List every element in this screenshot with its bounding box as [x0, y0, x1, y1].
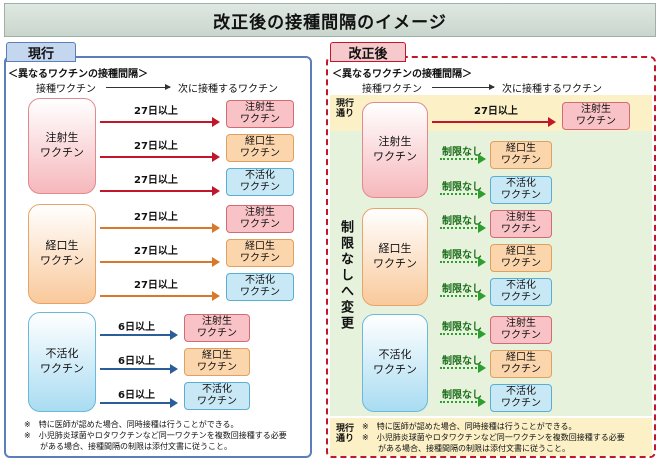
no-limit-label: 制限なし — [442, 216, 482, 227]
right-target-oral: 経口生 ワクチン — [490, 141, 552, 169]
no-limit-label: 制限なし — [442, 182, 482, 193]
left-source-oral: 経口生 ワクチン — [28, 204, 96, 304]
left-notes: ※ 特に医師が認めた場合、同時接種は行うことができる。 ※ 小児肺炎球菌やロタワ… — [24, 420, 310, 452]
no-limit-label: 制限なし — [442, 284, 482, 295]
left-arrow-injection — [100, 117, 220, 127]
note-line: ※ 特に医師が認めた場合、同時接種は行うことができる。 — [362, 422, 577, 431]
right-header-arrow — [432, 84, 495, 90]
no-limit-arrow — [440, 291, 486, 301]
no-limit-label: 制限なし — [442, 322, 482, 333]
left-source-inactivated: 不活化 ワクチン — [28, 312, 96, 412]
no-limit-arrow — [440, 223, 486, 233]
left-interval-label: 27日以上 — [134, 141, 178, 152]
left-header-arrow — [106, 84, 171, 90]
left-target-inactivated: 不活化 ワクチン — [184, 382, 250, 410]
note-line: がある場合、接種間隔の制限は添付文書に従うこと。 — [24, 441, 232, 451]
left-target-injection: 注射生 ワクチン — [226, 100, 294, 128]
right-target-oral: 経口生 ワクチン — [490, 350, 552, 378]
current-rule-label: 現行 通り — [335, 99, 354, 120]
left-arrow-oral — [100, 257, 220, 267]
right-to-label: 次に接種するワクチン — [502, 84, 602, 95]
right-target-injection: 注射生 ワクチン — [490, 210, 552, 238]
left-target-inactivated: 不活化 ワクチン — [226, 168, 294, 196]
left-arrow-inactivated — [100, 330, 178, 340]
right-target-inactivated: 不活化 ワクチン — [490, 278, 552, 306]
left-interval-label: 6日以上 — [118, 390, 155, 401]
revised-tab: 改正後 — [330, 42, 406, 62]
right-notes: ※ 特に医師が認めた場合、同時接種は行うことができる。 ※ 小児肺炎球菌やロタワ… — [362, 422, 652, 454]
left-section-heading: ＜異なるワクチンの接種間隔＞ — [8, 69, 148, 80]
left-arrow-injection — [100, 186, 220, 196]
left-arrow-oral — [100, 223, 220, 233]
no-limit-label: 制限なし — [442, 390, 482, 401]
left-interval-label: 27日以上 — [134, 106, 178, 117]
right-target-inactivated: 不活化 ワクチン — [490, 384, 552, 412]
left-interval-label: 27日以上 — [134, 212, 178, 223]
right-target-oral: 経口生 ワクチン — [490, 244, 552, 272]
right-source-oral: 経口生 ワクチン — [362, 208, 428, 306]
note-line: ※ 小児肺炎球菌やロタワクチンなど同一ワクチンを複数回接種する必要 — [24, 430, 287, 440]
left-target-oral: 経口生 ワクチン — [226, 239, 294, 267]
left-target-inactivated: 不活化 ワクチン — [226, 273, 294, 301]
note-line: ※ 小児肺炎球菌やロタワクチンなど同一ワクチンを複数回接種する必要 — [362, 432, 625, 442]
no-limit-label: 制限なし — [442, 147, 482, 158]
revised-panel — [326, 56, 656, 458]
current-tab: 現行 — [6, 42, 76, 62]
changed-to-no-limit-label: 制限なしへ変更 — [338, 220, 353, 332]
right-interval-label: 27日以上 — [474, 106, 518, 117]
left-interval-label: 27日以上 — [134, 246, 178, 257]
no-limit-label: 制限なし — [442, 356, 482, 367]
right-target-injection: 注射生 ワクチン — [562, 102, 630, 130]
left-source-inactivated-label: 不活化 ワクチン — [40, 347, 84, 375]
left-arrow-injection — [100, 152, 220, 162]
right-section-heading: ＜異なるワクチンの接種間隔＞ — [332, 69, 472, 80]
left-target-oral: 経口生 ワクチン — [184, 348, 250, 376]
left-interval-label: 6日以上 — [118, 356, 155, 367]
current-rule-notes-bg — [330, 418, 652, 456]
left-from-label: 接種ワクチン — [36, 84, 96, 95]
right-target-injection: 注射生 ワクチン — [490, 316, 552, 344]
no-limit-arrow — [440, 189, 486, 199]
left-target-oral: 経口生 ワクチン — [226, 134, 294, 162]
right-from-label: 接種ワクチン — [362, 84, 422, 95]
left-source-injection-label: 注射生 ワクチン — [40, 131, 84, 159]
page-title: 改正後の接種間隔のイメージ — [213, 12, 447, 33]
left-to-label: 次に接種するワクチン — [178, 84, 278, 95]
current-rule-label-notes: 現行 通り — [335, 424, 354, 445]
no-limit-arrow — [440, 329, 486, 339]
left-arrow-inactivated — [100, 398, 178, 408]
left-interval-label: 27日以上 — [134, 280, 178, 291]
no-limit-arrow — [440, 397, 486, 407]
right-source-inactivated: 不活化 ワクチン — [362, 314, 428, 412]
left-interval-label: 27日以上 — [134, 175, 178, 186]
no-limit-label: 制限なし — [442, 250, 482, 261]
left-target-injection: 注射生 ワクチン — [184, 314, 250, 342]
left-source-oral-label: 経口生 ワクチン — [40, 239, 84, 267]
left-arrow-inactivated — [100, 364, 178, 374]
right-source-injection-label: 注射生 ワクチン — [373, 135, 417, 163]
note-line: ※ 特に医師が認めた場合、同時接種は行うことができる。 — [24, 420, 239, 429]
title-bar: 改正後の接種間隔のイメージ — [4, 3, 656, 37]
right-source-injection: 注射生 ワクチン — [362, 102, 428, 198]
left-interval-label: 6日以上 — [118, 322, 155, 333]
left-arrow-oral — [100, 291, 220, 301]
left-target-injection: 注射生 ワクチン — [226, 205, 294, 233]
right-arrow-injection — [432, 117, 556, 127]
current-panel — [4, 56, 312, 458]
left-source-injection: 注射生 ワクチン — [28, 98, 96, 194]
no-limit-arrow — [440, 257, 486, 267]
note-line: がある場合、接種間隔の制限は添付文書に従うこと。 — [362, 443, 570, 453]
no-limit-arrow — [440, 363, 486, 373]
right-target-inactivated: 不活化 ワクチン — [490, 176, 552, 204]
right-source-oral-label: 経口生 ワクチン — [373, 242, 417, 270]
no-limit-arrow — [440, 154, 486, 164]
right-source-inactivated-label: 不活化 ワクチン — [373, 348, 417, 376]
